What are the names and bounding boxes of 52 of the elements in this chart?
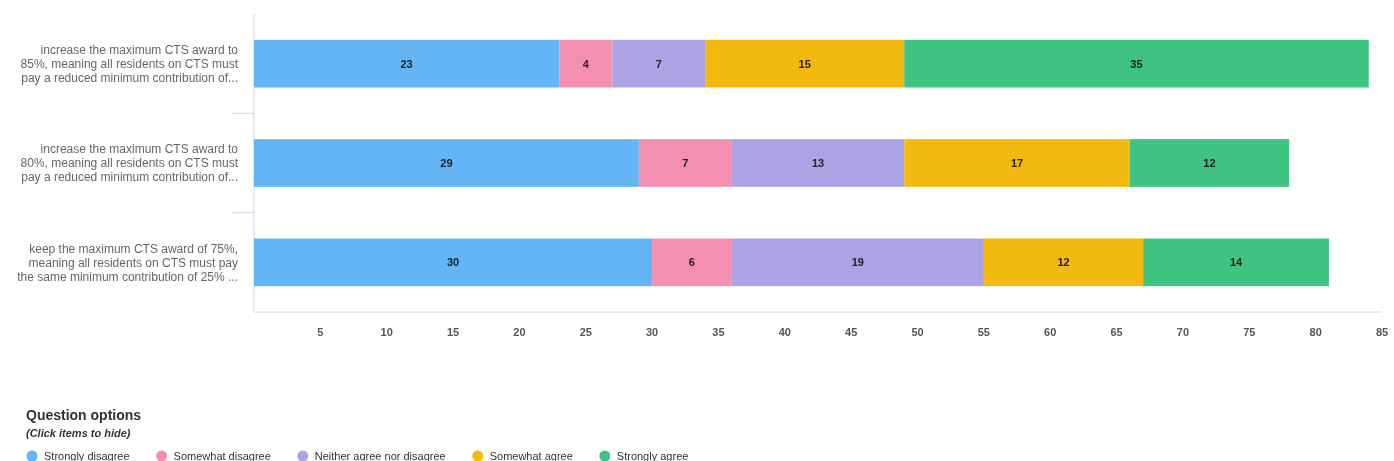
data-label: 29 (440, 156, 453, 169)
text: (Click items to hide) (26, 427, 131, 439)
bar (254, 238, 653, 287)
bar (612, 39, 706, 88)
x-tick-label: 50 (911, 326, 924, 338)
data-label: 12 (1057, 256, 1070, 269)
x-tick-label: 40 (778, 326, 791, 338)
data-label: 13 (811, 156, 825, 169)
x-tick-label: 80 (1309, 326, 1322, 338)
data-label: 14 (1229, 256, 1244, 269)
x-tick-label: 35 (712, 326, 725, 338)
bar (731, 238, 984, 287)
data-label: 23 (400, 57, 413, 70)
bar (705, 39, 905, 88)
bar (1143, 238, 1329, 287)
x-tick-label: 30 (645, 326, 659, 338)
bar (731, 139, 905, 187)
legend-title: Question options (26, 407, 142, 423)
y-tick-label: increase the maximum CTS award to 85%, meaning all residents on CTS must pay a reduced minimum contribution of... (20, 42, 239, 85)
y-tick-label: keep the maximum CTS award of 75%, meaning all residents on CTS must pay the same minimum contribution of 25% ... (17, 241, 238, 284)
bar (983, 238, 1144, 287)
x-tick-label: 15 (446, 326, 460, 338)
data-label: 30 (446, 256, 460, 269)
bar (652, 238, 732, 287)
x-tick-label: 10 (380, 326, 393, 338)
x-tick-label: 25 (579, 326, 592, 338)
x-tick-label: 85 (1375, 326, 1389, 338)
x-tick-label: 45 (845, 326, 858, 338)
x-tick-label: 70 (1176, 326, 1190, 338)
bar (904, 39, 1369, 88)
bar (1129, 139, 1290, 187)
x-tick-label: 20 (513, 326, 526, 338)
data-label: 7 (655, 57, 662, 70)
data-label: 7 (682, 156, 689, 169)
bar (254, 39, 560, 88)
bar (904, 139, 1130, 187)
data-label: 19 (851, 256, 864, 269)
x-tick-label: 5 (317, 326, 324, 338)
data-label: 12 (1203, 156, 1216, 169)
bar (638, 139, 732, 187)
x-tick-label: 65 (1110, 326, 1123, 338)
data-label: 4 (582, 57, 590, 70)
y-tick-label: increase the maximum CTS award to 80%, meaning all residents on CTS must pay a reduced minimum contribution of... (20, 142, 239, 185)
x-tick-label: 75 (1243, 326, 1256, 338)
data-label: 17 (1010, 156, 1024, 169)
bar (254, 139, 639, 187)
x-tick-label: 55 (977, 326, 991, 338)
data-label: 15 (798, 57, 811, 70)
data-label: 6 (688, 256, 695, 269)
x-tick-label: 60 (1044, 326, 1057, 338)
bar (559, 39, 613, 88)
data-label: 35 (1130, 57, 1143, 70)
